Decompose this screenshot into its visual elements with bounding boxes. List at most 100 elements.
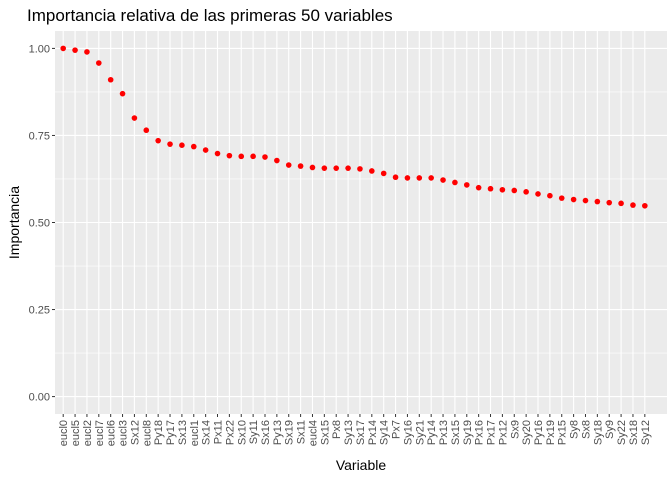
x-tick-label: Sy21 [414,420,426,445]
x-tick-label: Px17 [486,420,498,445]
x-tick-label: Sy13 [343,420,355,445]
x-tick-label: Sx17 [355,420,367,445]
data-point [143,127,150,134]
data-point [440,177,446,183]
y-tick-label: 0.75 [29,130,50,142]
data-point [107,76,114,83]
data-point [404,175,411,181]
data-point [119,90,126,97]
x-tick-label: Py14 [426,420,438,445]
data-point [416,175,423,181]
data-point [179,142,185,149]
x-tick-label: Sy9 [604,420,616,439]
data-point [558,195,565,201]
x-tick-label: eucl0 [58,420,70,446]
data-point [214,150,221,157]
data-point [392,174,399,181]
y-tick-label: 1.00 [29,43,50,55]
x-tick-label: Sy14 [379,420,391,445]
data-point [357,166,363,172]
x-tick-label: Py17 [165,420,177,445]
data-point [642,202,648,209]
data-point [380,170,387,177]
data-point [274,157,280,164]
data-point [428,175,434,181]
data-point [190,143,197,150]
x-tick-label: Sx8 [580,420,592,439]
x-tick-label: Px8 [331,420,343,439]
data-point [487,185,494,192]
x-tick-label: eucl7 [94,420,106,446]
x-tick-label: Py13 [272,420,284,445]
x-tick-label: Px12 [497,420,509,445]
x-tick-label: Px13 [438,420,450,445]
x-tick-label: Sx19 [284,420,296,445]
x-tick-label: eucl2 [82,420,94,446]
data-point [618,200,624,207]
data-point [155,137,161,144]
chart-title: Importancia relativa de las primeras 50 … [27,6,393,25]
y-tick-label: 0.25 [29,305,50,317]
x-tick-label: Sx16 [260,420,272,445]
data-point [523,189,529,195]
x-tick-label: Py18 [153,420,165,445]
data-point [452,179,458,186]
x-tick-label: Sy12 [640,420,652,445]
data-point [321,165,328,171]
data-point [309,164,316,171]
y-axis-title: Importancia [6,186,22,259]
x-tick-label: eucl4 [307,420,319,446]
x-tick-label: Sx13 [177,420,189,445]
data-point [606,199,613,206]
x-tick-label: Sx15 [319,420,331,445]
data-point [297,163,304,169]
y-tick-label: 0.50 [29,218,50,230]
x-tick-label: eucl6 [106,420,118,446]
data-point [582,197,589,204]
x-tick-label: Sy11 [248,420,260,444]
x-tick-label: Sx10 [236,420,248,445]
data-point [167,141,173,147]
data-point [547,192,553,199]
x-tick-label: eucl5 [70,420,82,446]
data-point [285,162,292,168]
data-point [84,49,90,55]
x-tick-label: Px19 [545,420,557,445]
x-tick-label: Sx9 [509,420,521,439]
x-tick-label: Sx14 [201,420,213,445]
data-point [333,165,340,171]
data-point [238,153,245,160]
x-tick-label: Px7 [391,420,403,439]
x-axis-ticks: eucl0 eucl5 eucl2 eucl7 eucl6 eucl3 Sx12 eucl8 P… [58,414,652,446]
x-tick-label: eucl8 [141,420,153,446]
x-tick-label: Px16 [474,420,486,445]
x-tick-label: Py16 [533,420,545,445]
data-point [202,147,209,153]
data-point [630,202,636,208]
data-point [60,45,66,52]
data-points [60,45,648,209]
data-point [226,152,233,159]
data-point [511,187,518,194]
data-point [535,191,541,197]
data-point [475,184,482,191]
x-tick-label: Sx11 [296,420,308,444]
x-tick-label: Sy8 [569,420,581,439]
x-tick-label: Sy16 [402,420,414,445]
x-tick-label: Sx12 [129,420,141,445]
data-point [499,186,506,193]
data-point [72,47,78,53]
data-point [369,168,375,174]
y-tick-label: 0.00 [29,392,50,404]
x-tick-label: Sy18 [592,420,604,445]
x-tick-label: Px15 [557,420,569,445]
data-point [262,154,268,160]
x-tick-label: Sx15 [450,420,462,445]
data-point [250,153,256,160]
x-tick-label: Sy22 [616,420,628,445]
x-tick-label: Sy20 [521,420,533,445]
x-tick-label: Px11 [213,420,225,444]
data-point [96,60,102,66]
data-point [463,182,470,188]
